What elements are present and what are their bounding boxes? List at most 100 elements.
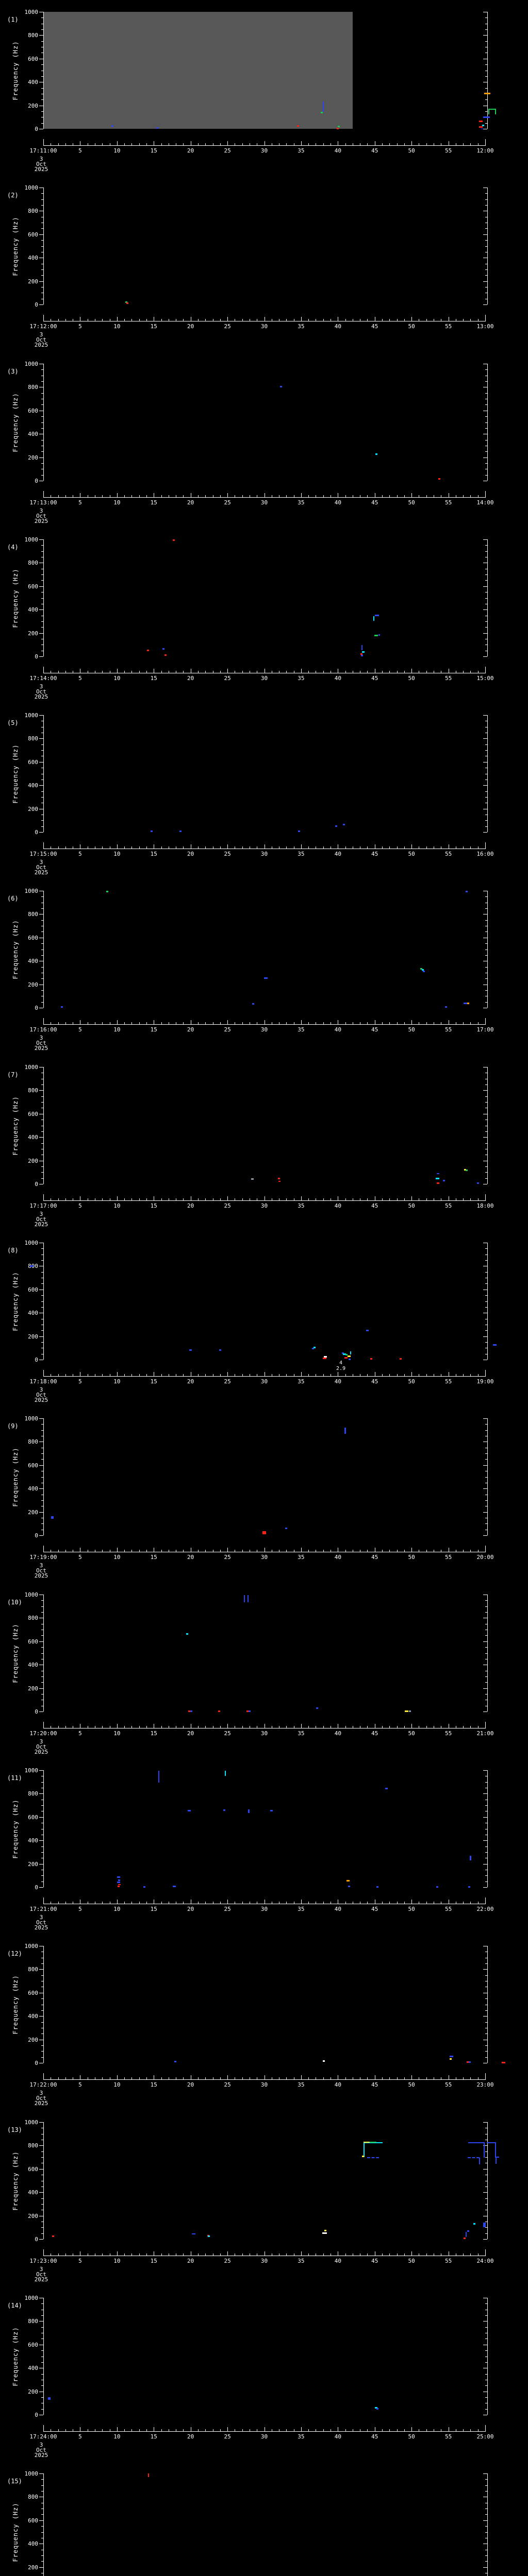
freq-tick (39, 738, 43, 739)
date-label: 2025 (34, 869, 48, 876)
freq-tick (41, 428, 43, 429)
freq-tick (41, 41, 43, 42)
freq-tick (485, 990, 487, 991)
panel-index-label: (7) (7, 1071, 19, 1078)
time-tick (286, 846, 287, 849)
freq-tick (41, 2526, 43, 2527)
time-tick (146, 2077, 147, 2079)
freq-tick (485, 796, 487, 798)
date-label: Oct (36, 1567, 46, 1574)
time-tick (463, 846, 464, 849)
time-tick (124, 1550, 125, 1552)
spectrogram-mark (337, 125, 340, 127)
time-tick-label: 50 (408, 851, 415, 857)
freq-tick (485, 1963, 487, 1964)
time-tick-label: 15 (150, 1026, 157, 1033)
spectrogram-mark (248, 1710, 251, 1712)
event-annotation: 4 2.9 (336, 1360, 345, 1371)
time-tick (183, 495, 184, 497)
time-tick (470, 495, 471, 497)
freq-tick (41, 2485, 43, 2486)
time-tick-label: 5 (78, 1202, 82, 1209)
time-tick (463, 2429, 464, 2431)
time-tick-label: 5 (78, 147, 82, 154)
time-tick-label: 20 (187, 675, 194, 682)
time-tick-label: 15 (150, 1202, 157, 1209)
time-tick-label: 40 (334, 499, 341, 506)
freq-tick (39, 1336, 43, 1337)
time-tick (58, 1550, 59, 1552)
time-tick (102, 2253, 103, 2256)
time-tick (242, 143, 243, 145)
time-tick (242, 1374, 243, 1376)
spectrogram-mark (421, 969, 424, 971)
time-tick-label: 15 (150, 851, 157, 857)
freq-tick-label: 400 (28, 782, 38, 789)
date-label: Oct (36, 1216, 46, 1223)
freq-tick (485, 428, 487, 429)
time-tick-label: 20 (187, 1378, 194, 1385)
time-tick (411, 2427, 412, 2431)
time-tick (205, 846, 206, 849)
time-tick (411, 669, 412, 673)
time-tick (227, 141, 228, 145)
time-tick (286, 1550, 287, 1552)
time-tick (205, 671, 206, 673)
freq-tick-label: 600 (28, 2165, 38, 2173)
panel-index-label: (9) (7, 1422, 19, 1430)
time-tick (227, 2427, 228, 2431)
time-tick (205, 495, 206, 497)
freq-tick-label: 600 (28, 1638, 38, 1645)
freq-tick-label: 400 (28, 958, 38, 965)
time-tick (463, 319, 464, 321)
time-axis-endcap (485, 1194, 486, 1200)
time-tick (397, 1902, 398, 1904)
time-tick-label: 35 (298, 1554, 305, 1561)
y-axis-line (43, 1595, 44, 1711)
freq-tick (39, 2473, 43, 2474)
freq-tick-label: 600 (28, 1814, 38, 1821)
time-tick (301, 1372, 302, 1376)
freq-tick (485, 474, 487, 476)
time-tick (382, 495, 383, 497)
spectrogram-mark (270, 1809, 273, 1811)
freq-tick (485, 1459, 487, 1460)
date-label: 2025 (34, 2452, 48, 2459)
time-tick (139, 143, 140, 145)
time-tick (389, 1198, 390, 1200)
time-tick-label: 50 (408, 323, 415, 330)
freq-tick-label: 0 (35, 478, 38, 484)
y-axis-line (43, 2298, 44, 2415)
time-tick (124, 143, 125, 145)
time-tick-label: 45 (371, 1026, 378, 1033)
freq-tick (41, 463, 43, 464)
time-tick-label: 25 (224, 1906, 231, 1912)
time-tick (117, 669, 118, 673)
right-axis-line (487, 2473, 488, 2576)
freq-tick (39, 633, 43, 634)
spectrogram-mark (118, 1879, 121, 1881)
spectrogram-mark (337, 128, 339, 129)
freq-tick (483, 1711, 487, 1712)
time-tick (124, 319, 125, 321)
date-label: 3 (39, 683, 43, 690)
freq-tick (39, 1137, 43, 1138)
freq-tick (39, 1641, 43, 1642)
time-tick (463, 1022, 464, 1024)
date-label: Oct (36, 864, 46, 871)
freq-tick (485, 2362, 487, 2363)
time-tick (382, 2429, 383, 2431)
freq-tick (483, 281, 487, 282)
time-tick-label: 25 (224, 851, 231, 857)
freq-tick (485, 416, 487, 417)
freq-tick (485, 1430, 487, 1431)
date-label: 3 (39, 1738, 43, 1745)
spectrogram-mark (466, 890, 468, 892)
time-tick (411, 317, 412, 321)
date-label: Oct (36, 1392, 46, 1398)
freq-tick (485, 1975, 487, 1976)
time-tick (197, 671, 199, 673)
freq-tick (41, 1975, 43, 1976)
freq-tick (41, 76, 43, 77)
freq-tick (485, 1342, 487, 1343)
